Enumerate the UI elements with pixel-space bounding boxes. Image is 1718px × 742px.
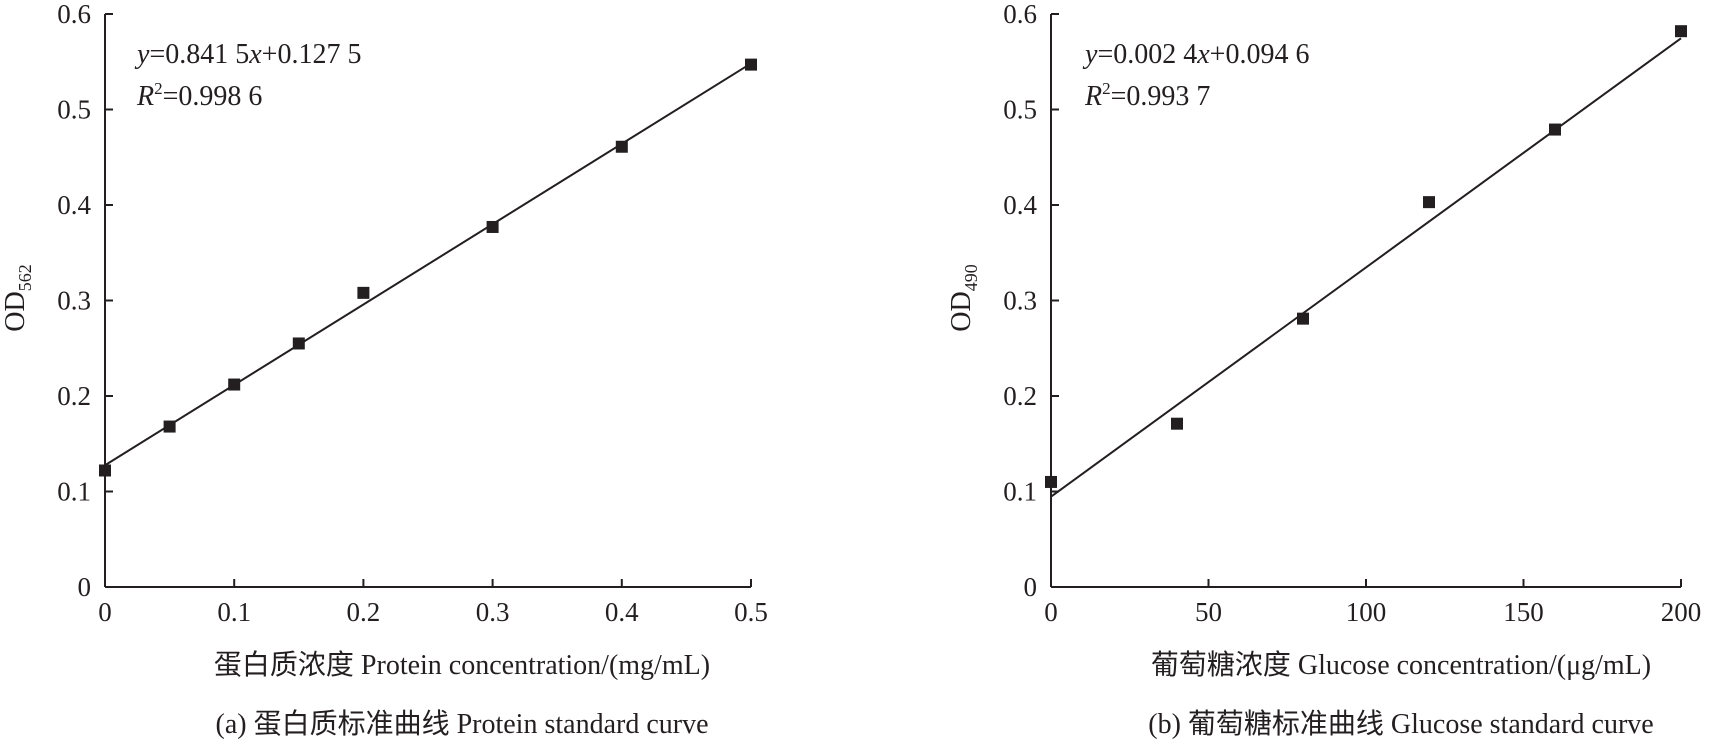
panel-a-equation: y=0.841 5x+0.127 5 (134, 39, 361, 70)
panel-b-data-point (1045, 475, 1057, 488)
panel-a-x-tick-label: 0.5 (734, 597, 768, 627)
panel-b-eq-coef: =0.002 4 (1097, 39, 1197, 70)
panel-a-y-tick-label: 0.5 (57, 95, 91, 125)
panel-a-eq-coef: =0.841 5 (149, 39, 249, 70)
panel-b-y-tick-label: 0.4 (1003, 190, 1037, 220)
panel-a-x-tick-label: 0 (98, 597, 112, 627)
panel-b-r2-sup: 2 (1102, 79, 1111, 98)
panel-a-y-title-sub: 562 (15, 264, 35, 291)
panel-b-r2-value: =0.993 7 (1111, 81, 1211, 112)
panel-b-equation: y=0.002 4x+0.094 6 (1082, 39, 1309, 70)
panel-b-x-title: 葡萄糖浓度 Glucose concentration/(μg/mL) (1151, 649, 1651, 681)
panel-b-y-tick-label: 0.6 (1003, 0, 1037, 29)
panel-b-data-point (1675, 25, 1687, 38)
panel-b-eq-y: y (1082, 39, 1098, 70)
panel-a-data-point (99, 464, 111, 477)
panel-a-y-tick-label: 0.1 (57, 477, 91, 507)
panel-b-y-title: OD490 (946, 264, 981, 331)
panel-a-data-point (745, 58, 757, 71)
panel-a-x-tick-label: 0.1 (217, 597, 251, 627)
panel-b-y-tick-label: 0.5 (1003, 95, 1037, 125)
panel-b-y-tick-label: 0 (1024, 572, 1038, 602)
panel-a-data-point (357, 286, 370, 299)
panel-a: 00.10.20.30.40.50.6 0 0.1 0.2 0.3 0.4 0.5 y=0… (0, 0, 768, 740)
panel-a-eq-y: y (134, 39, 150, 70)
panel-a-points (99, 58, 757, 477)
panel-a-y-tick-label: 0.6 (57, 0, 91, 29)
panel-a-eq-intercept: +0.127 5 (262, 39, 362, 70)
panel-a-y-title-main: OD (0, 291, 31, 331)
panel-b-points (1045, 25, 1687, 488)
panel-a-data-point (615, 140, 628, 153)
panel-b-x-tick-label: 150 (1503, 597, 1544, 627)
panel-b-eq-x: x (1196, 39, 1210, 70)
panel-b-y-title-sub: 490 (961, 264, 981, 291)
panel-a-y-tick-label: 0.4 (57, 190, 91, 220)
panel-a-y-tick-label: 0.2 (57, 381, 91, 411)
panel-b-fit-line (1050, 37, 1682, 498)
panel-a-y-title: OD562 (0, 264, 35, 331)
panel-a-fit-line (104, 62, 752, 467)
panel-b-y-tick-label: 0.1 (1003, 477, 1037, 507)
panel-b-data-point (1171, 417, 1183, 430)
panel-a-r2-sup: 2 (154, 79, 163, 98)
panel-a-r2: R2=0.998 6 (136, 79, 262, 112)
panel-a-x-tick-label: 0.4 (605, 597, 639, 627)
panel-a-data-point (163, 420, 176, 433)
panel-a-r2-sym: R (136, 81, 154, 112)
panel-a-fit (104, 62, 752, 467)
panel-b-data-point (1549, 123, 1561, 136)
panel-a-data-point (228, 378, 241, 391)
panel-b-data-point (1297, 312, 1309, 325)
panel-b-caption: (b) 葡萄糖标准曲线 Glucose standard curve (1148, 708, 1653, 740)
panel-b-y-axis: 0 0.1 0.2 0.3 0.4 0.5 0.6 (1003, 0, 1059, 602)
panel-a-x-tick-label: 0.3 (476, 597, 510, 627)
panel-a-eq-x: x (248, 39, 262, 70)
panel-b-fit (1050, 37, 1682, 498)
panel-b-y-tick-label: 0.2 (1003, 381, 1037, 411)
panel-b-y-tick-label: 0.3 (1003, 286, 1037, 316)
panel-b-x-tick-label: 100 (1346, 597, 1387, 627)
panel-b-x-tick-label: 50 (1195, 597, 1222, 627)
panel-b-r2-sym: R (1084, 81, 1102, 112)
panel-b-y-title-main: OD (946, 291, 977, 331)
panel-a-x-title: 蛋白质浓度 Protein concentration/(mg/mL) (214, 649, 710, 681)
panel-b-r2: R2=0.993 7 (1084, 79, 1210, 112)
panel-a-data-point (292, 337, 305, 350)
panel-a-x-tick-label: 0.2 (347, 597, 381, 627)
panel-a-x-axis: 0 0.1 0.2 0.3 0.4 0.5 (98, 579, 768, 627)
panel-a-y-axis: 0 0.1 0.2 0.3 0.4 0.5 0.6 (57, 0, 113, 602)
panel-b-x-tick-label: 200 (1661, 597, 1702, 627)
panel-b-eq-intercept: +0.094 6 (1210, 39, 1310, 70)
panel-b: 0 0.1 0.2 0.3 0.4 0.5 0.6 0 50 100 150 200 y=0.002… (946, 0, 1701, 740)
panel-b-x-axis: 0 50 100 150 200 (1044, 579, 1701, 627)
panel-a-data-point (486, 220, 499, 233)
panel-a-caption: (a) 蛋白质标准曲线 Protein standard curve (216, 708, 709, 740)
panel-b-x-tick-label: 0 (1044, 597, 1058, 627)
panel-a-y-tick-label: 0 (78, 572, 92, 602)
panel-a-y-tick-label: 0.3 (57, 286, 91, 316)
panel-a-r2-value: =0.998 6 (163, 81, 263, 112)
panel-b-data-point (1423, 196, 1435, 209)
